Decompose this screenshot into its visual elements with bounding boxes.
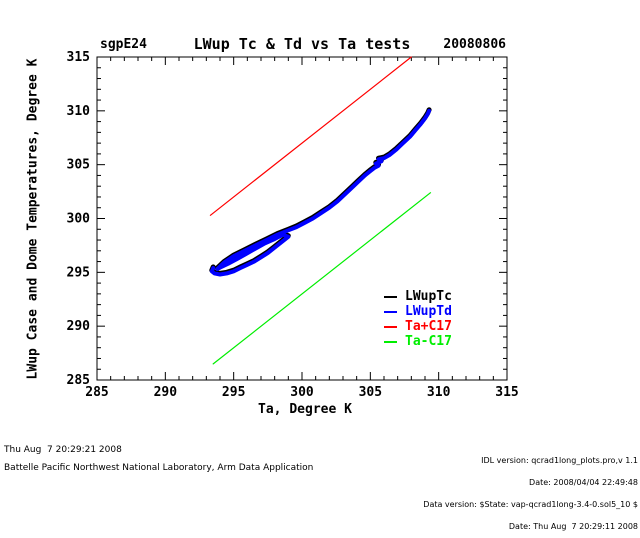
footer-timestamp: Thu Aug 7 20:29:21 2008	[4, 445, 122, 455]
y-tick-label: 300	[67, 212, 91, 227]
x-tick-label: 290	[154, 385, 178, 400]
x-tick-label: 285	[85, 385, 108, 400]
legend-item-lwuptd: LWupTd	[384, 304, 514, 319]
legend: LWupTc LWupTd Ta+C17 Ta-C17	[384, 289, 514, 349]
footer-plot-date: Date: Thu Aug 7 20:29:11 2008	[508, 522, 638, 532]
x-axis-label: Ta, Degree K	[258, 402, 352, 417]
y-axis-label: LWup Case and Dome Temperatures, Degree …	[25, 58, 41, 380]
footer-data-version: Data version: $State: vap-qcrad1long-3.4…	[423, 500, 638, 510]
legend-label: LWupTc	[405, 288, 452, 304]
x-tick-label: 300	[290, 385, 314, 400]
legend-dash-icon	[384, 295, 397, 298]
footer-idl-date: Date: 2008/04/04 22:49:48	[529, 478, 638, 488]
legend-dash-icon	[384, 310, 397, 313]
plot-canvas: 285 290 295 300 305 310 315 285 290 295 300 305 310 3…	[67, 50, 519, 400]
legend-dash-icon	[384, 340, 397, 343]
y-tick-label: 285	[67, 373, 90, 388]
y-tick-label: 310	[67, 104, 91, 119]
y-tick-label: 290	[67, 319, 91, 334]
series-Ta-C17	[212, 192, 432, 365]
legend-dash-icon	[384, 325, 397, 328]
page-title: LWup Tc & Td vs Ta tests	[193, 35, 411, 53]
x-tick-label: 305	[359, 385, 382, 400]
date-label: 20080806	[443, 37, 506, 52]
legend-label: Ta+C17	[405, 318, 452, 334]
series-Ta+C17	[209, 56, 412, 216]
y-tick-label: 295	[67, 265, 90, 280]
footer-provenance: IDL version: qcrad1long_plots.pro,v 1.1 …	[423, 442, 638, 538]
x-tick-label: 315	[495, 385, 518, 400]
x-tick-label: 295	[222, 385, 245, 400]
x-tick-label: 310	[427, 385, 451, 400]
legend-item-ta-minus-c17: Ta-C17	[384, 334, 514, 349]
site-label: sgpE24	[100, 37, 147, 52]
footer-idl-version: IDL version: qcrad1long_plots.pro,v 1.1	[481, 455, 638, 465]
footer-organization: Battelle Pacific Northwest National Labo…	[4, 463, 314, 473]
legend-item-lwuptc: LWupTc	[384, 289, 514, 304]
series-LWupTd	[209, 108, 432, 277]
y-tick-label: 315	[67, 50, 90, 65]
legend-item-ta-plus-c17: Ta+C17	[384, 319, 514, 334]
legend-label: LWupTd	[405, 303, 452, 319]
y-tick-label: 305	[67, 158, 90, 173]
legend-label: Ta-C17	[405, 333, 452, 349]
